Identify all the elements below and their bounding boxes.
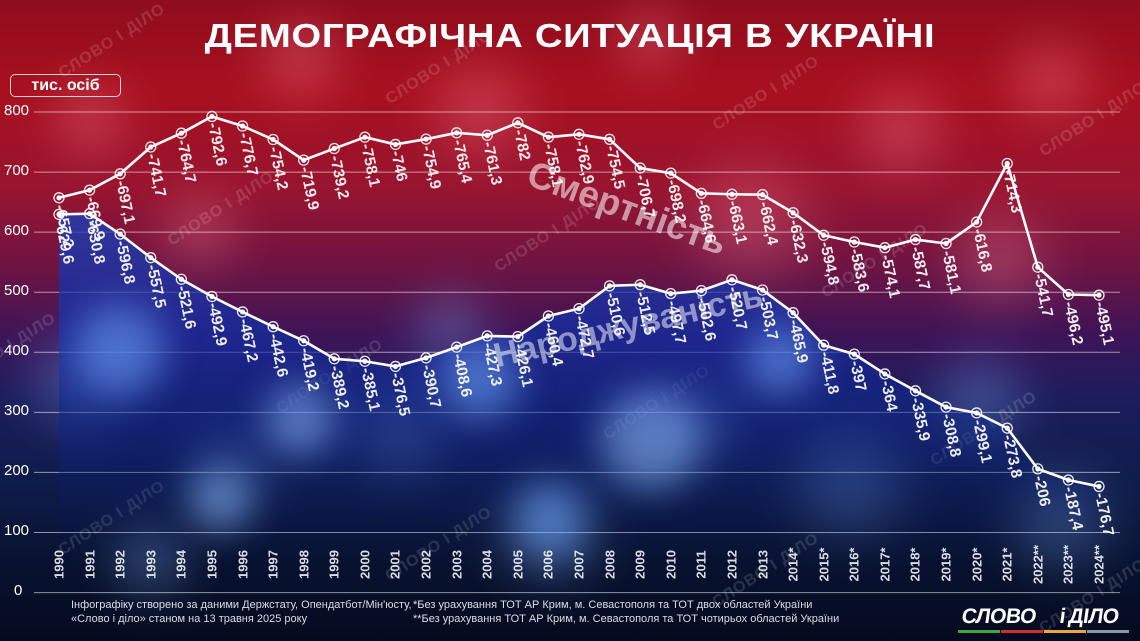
svg-text:ДІЛО: ДІЛО [1067,605,1120,628]
svg-text:СЛОВО: СЛОВО [960,605,1037,628]
svg-text:i: i [1058,605,1067,628]
